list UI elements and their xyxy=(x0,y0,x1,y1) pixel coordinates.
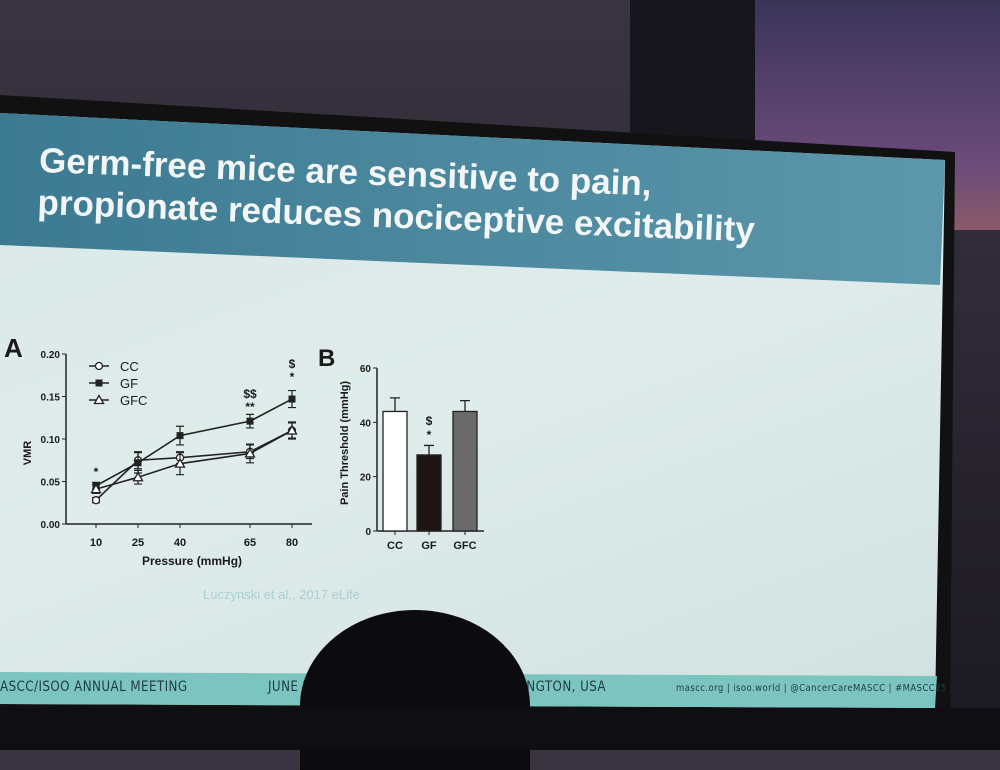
background-pillar xyxy=(630,0,755,150)
footer-location: HINGTON, USA xyxy=(513,679,606,695)
chart-a-y-tick-label: 0.00 xyxy=(41,520,61,531)
chart-a-y-tick-label: 0.20 xyxy=(41,350,61,361)
stage-bottom xyxy=(0,708,1000,750)
bar-error-gfc xyxy=(460,399,470,412)
chart-b-y-tick-label: 40 xyxy=(360,418,372,429)
significance-marker: $ xyxy=(426,414,433,428)
chart-b-y-tick-label: 0 xyxy=(365,527,371,538)
footer-date: JUNE 2 xyxy=(268,679,311,695)
chart-b-y-tick-label: 20 xyxy=(360,473,372,484)
chart-b-x-tick-label: GF xyxy=(421,540,437,552)
chart-b-y-tick-label: 60 xyxy=(360,364,372,375)
chart-b-x-tick-label: CC xyxy=(387,540,403,552)
data-point-gfc xyxy=(90,483,102,494)
chart-a-ylabel: VMR xyxy=(22,441,34,466)
data-point-gfc xyxy=(286,424,298,435)
citation: Luczynski et al., 2017 eLife xyxy=(203,587,360,602)
data-point-gf xyxy=(176,432,184,440)
bar-cc xyxy=(382,410,408,532)
data-point-gfc xyxy=(174,457,186,468)
chart-a-x-tick-label: 25 xyxy=(132,537,144,549)
legend-marker-cc xyxy=(94,361,104,371)
chart-b-x-tick-label: GFC xyxy=(453,540,476,552)
legend-marker-gf xyxy=(95,379,103,387)
series-line-gfc xyxy=(95,429,293,490)
charts: A B VMR Pressure (mmHg) Pain Threshold (… xyxy=(4,333,484,568)
bar-error-gf xyxy=(424,444,434,455)
data-point-gfc xyxy=(244,447,256,458)
bar-error-cc xyxy=(390,397,400,412)
chart-a-x-tick-label: 10 xyxy=(90,537,102,549)
significance-marker: $$ xyxy=(243,387,257,401)
chart-a-x-tick-label: 40 xyxy=(174,537,186,549)
footer-meeting: ASCC/ISOO ANNUAL MEETING xyxy=(0,679,188,695)
significance-marker: * xyxy=(427,428,432,442)
data-point-gf xyxy=(134,459,142,467)
chart-a-y-tick-label: 0.05 xyxy=(41,478,61,489)
chart-a-y-tick-label: 0.15 xyxy=(41,393,61,404)
legend-marker-gfc xyxy=(93,394,105,405)
significance-marker: * xyxy=(94,465,99,479)
chart-a-y-tick-label: 0.10 xyxy=(41,435,61,446)
series-line-cc xyxy=(95,429,293,501)
bar-gf xyxy=(416,454,442,532)
significance-marker: * xyxy=(290,370,295,384)
data-point-gf xyxy=(288,395,296,403)
legend-label-gf: GF xyxy=(120,376,138,391)
chart-b-ylabel: Pain Threshold (mmHg) xyxy=(339,381,351,505)
legend-label-gfc: GFC xyxy=(120,393,147,408)
significance-marker: $ xyxy=(289,357,296,371)
data-point-gfc xyxy=(132,471,144,482)
bar-gfc xyxy=(452,410,478,532)
panel-label-a: A xyxy=(4,333,23,363)
footer-links: mascc.org | isoo.world | @CancerCareMASC… xyxy=(676,683,947,694)
legend-label-cc: CC xyxy=(120,359,139,374)
data-point-gf xyxy=(246,417,254,425)
chart-a-x-tick-label: 80 xyxy=(286,537,298,549)
chart-a-xlabel: Pressure (mmHg) xyxy=(142,554,242,568)
data-point-cc xyxy=(91,496,101,505)
chart-a-x-tick-label: 65 xyxy=(244,537,256,549)
significance-marker: ** xyxy=(245,400,255,414)
panel-label-b: B xyxy=(318,345,335,372)
